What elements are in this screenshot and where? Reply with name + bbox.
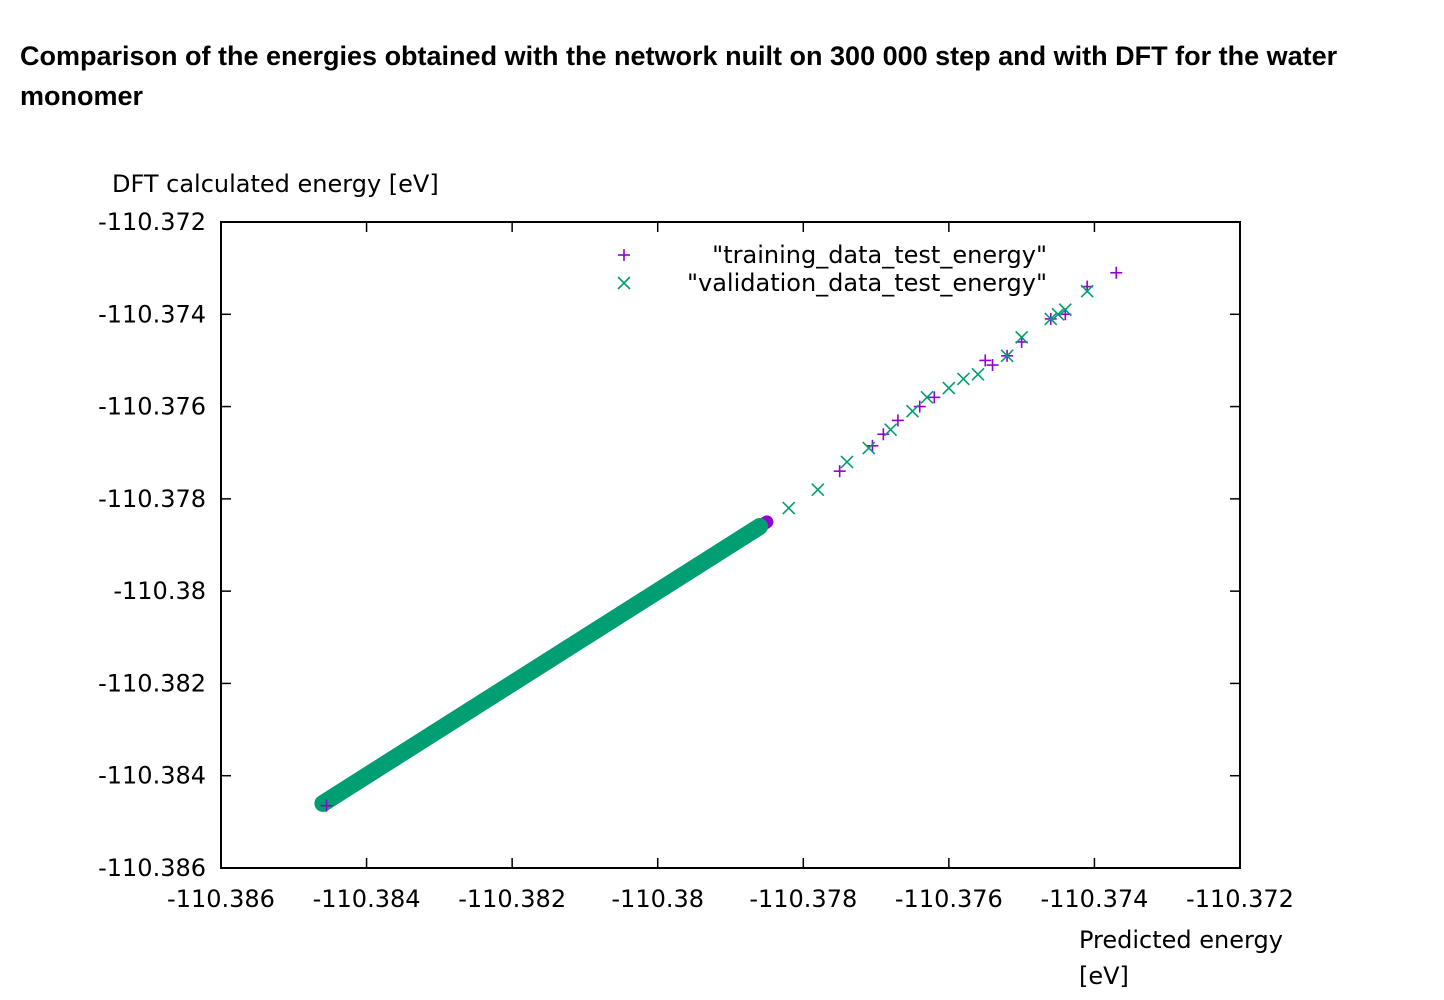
legend-marker-1 [618,249,630,261]
x-tick-label: -110.386 [167,885,275,913]
y-tick-label: -110.376 [98,393,206,421]
y-axis-label: DFT calculated energy [eV] [112,170,439,198]
y-tick-label: -110.374 [98,300,206,328]
y-tick-label: -110.372 [98,208,206,236]
series-2-point [920,390,934,404]
series-2-point [971,367,985,381]
series-1-point [1110,266,1123,279]
series-2-point [956,372,970,386]
series-1-point [986,359,999,372]
y-tick-label: -110.378 [98,485,206,513]
y-tick-label: -110.38 [113,577,206,605]
x-tick-label: -110.38 [611,885,704,913]
series-1-point [979,354,992,367]
x-tick-label: -110.376 [895,885,1003,913]
series-2-point [782,501,796,515]
series-2-dense-band [314,518,769,812]
legend: "training_data_test_energy""validation_d… [617,241,1047,297]
legend-label-1: "training_data_test_energy" [712,241,1047,269]
x-axis-label-line-1: Predicted energy [1079,926,1283,954]
series-2-point [884,423,898,437]
legend-label-2: "validation_data_test_energy" [687,269,1047,297]
x-tick-label: -110.374 [1040,885,1148,913]
x-tick-label: -110.378 [749,885,857,913]
page-title: Comparison of the energies obtained with… [20,41,1338,111]
series-2-point [862,441,876,455]
y-tick-label: -110.382 [98,669,206,697]
series-1-point [913,400,926,413]
series-1-point [320,799,333,812]
y-tick-label: -110.384 [98,762,206,790]
series-2-point [905,404,920,418]
series-1-point [877,428,890,441]
series-2-point [1080,284,1094,298]
series-2-point [840,455,854,469]
series-1-point [928,391,941,404]
x-tick-label: -110.384 [313,885,421,913]
y-tick-label: -110.386 [98,854,206,882]
series-1-point [891,414,904,427]
series-2-point [1015,330,1029,344]
x-tick-label: -110.372 [1186,885,1294,913]
series-2-point [942,381,956,395]
series-1-point [866,439,879,452]
x-axis-label-line-2: [eV] [1079,962,1129,990]
legend-marker-2 [617,276,631,290]
series-2-point [1000,349,1014,363]
x-tick-label: -110.382 [458,885,566,913]
series-1-point [833,465,846,478]
plot-frame [220,221,1241,869]
series-2-point [811,483,825,497]
series-2-point [1044,312,1058,326]
series-2-point [1051,307,1065,321]
series-2-point [1058,303,1072,317]
